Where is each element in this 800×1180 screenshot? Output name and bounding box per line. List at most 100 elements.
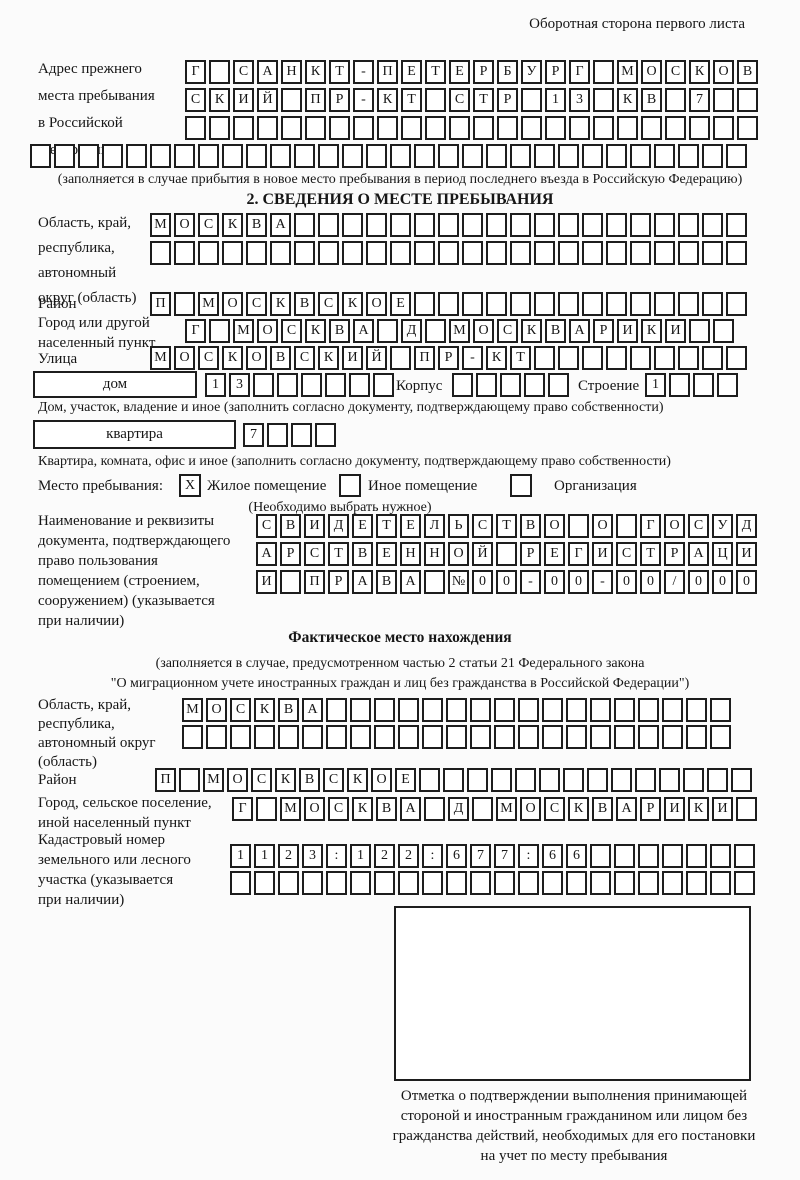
char-cell[interactable] [206, 725, 227, 749]
char-cell[interactable] [638, 871, 659, 895]
char-cell[interactable]: В [376, 797, 397, 821]
char-cell[interactable] [558, 213, 579, 237]
char-cell[interactable]: О [664, 514, 685, 538]
char-cell[interactable] [518, 871, 539, 895]
char-cell[interactable] [270, 144, 291, 168]
char-cell[interactable] [278, 725, 299, 749]
char-cell[interactable] [630, 292, 651, 316]
char-cell[interactable] [726, 213, 747, 237]
char-cell[interactable]: С [328, 797, 349, 821]
char-cell[interactable]: П [150, 292, 171, 316]
char-cell[interactable] [662, 871, 683, 895]
char-cell[interactable]: А [400, 570, 421, 594]
char-cell[interactable]: С [230, 698, 251, 722]
char-cell[interactable]: К [521, 319, 542, 343]
char-cell[interactable] [449, 116, 470, 140]
char-cell[interactable] [606, 292, 627, 316]
char-cell[interactable] [539, 768, 560, 792]
char-cell[interactable] [349, 373, 370, 397]
char-cell[interactable]: П [155, 768, 176, 792]
char-cell[interactable]: Р [329, 88, 350, 112]
char-cell[interactable] [462, 241, 483, 265]
char-cell[interactable]: Г [232, 797, 253, 821]
char-cell[interactable]: С [304, 542, 325, 566]
char-cell[interactable] [198, 241, 219, 265]
char-cell[interactable] [257, 116, 278, 140]
char-cell[interactable]: Т [473, 88, 494, 112]
char-cell[interactable]: А [616, 797, 637, 821]
char-cell[interactable] [590, 725, 611, 749]
char-cell[interactable]: № [448, 570, 469, 594]
char-cell[interactable]: О [304, 797, 325, 821]
char-cell[interactable]: К [270, 292, 291, 316]
char-cell[interactable]: Д [736, 514, 757, 538]
char-cell[interactable] [582, 213, 603, 237]
char-cell[interactable] [424, 797, 445, 821]
char-cell[interactable] [350, 725, 371, 749]
char-cell[interactable]: С [323, 768, 344, 792]
char-cell[interactable] [366, 144, 387, 168]
char-cell[interactable]: М [449, 319, 470, 343]
char-cell[interactable] [302, 871, 323, 895]
char-cell[interactable] [587, 768, 608, 792]
char-cell[interactable] [707, 768, 728, 792]
char-cell[interactable] [542, 698, 563, 722]
char-cell[interactable] [246, 144, 267, 168]
char-cell[interactable]: В [520, 514, 541, 538]
char-cell[interactable]: Л [424, 514, 445, 538]
char-cell[interactable] [558, 241, 579, 265]
char-cell[interactable] [281, 116, 302, 140]
char-cell[interactable] [102, 144, 123, 168]
char-cell[interactable]: В [376, 570, 397, 594]
char-cell[interactable] [616, 514, 637, 538]
char-cell[interactable]: А [400, 797, 421, 821]
char-cell[interactable]: С [472, 514, 493, 538]
char-cell[interactable]: В [352, 542, 373, 566]
char-cell[interactable] [566, 725, 587, 749]
char-cell[interactable] [256, 797, 277, 821]
char-cell[interactable]: К [318, 346, 339, 370]
char-cell[interactable] [486, 213, 507, 237]
char-cell[interactable]: И [617, 319, 638, 343]
char-cell[interactable] [277, 373, 298, 397]
char-cell[interactable]: : [518, 844, 539, 868]
char-cell[interactable] [414, 241, 435, 265]
char-cell[interactable]: И [664, 797, 685, 821]
char-cell[interactable]: О [448, 542, 469, 566]
char-cell[interactable]: П [305, 88, 326, 112]
char-cell[interactable] [424, 570, 445, 594]
char-cell[interactable] [659, 768, 680, 792]
char-cell[interactable] [510, 213, 531, 237]
char-cell[interactable] [736, 797, 757, 821]
char-cell[interactable]: С [294, 346, 315, 370]
char-cell[interactable] [510, 292, 531, 316]
char-cell[interactable]: Т [376, 514, 397, 538]
char-cell[interactable] [710, 725, 731, 749]
char-cell[interactable] [150, 241, 171, 265]
char-cell[interactable]: П [304, 570, 325, 594]
char-cell[interactable] [710, 871, 731, 895]
char-cell[interactable] [174, 144, 195, 168]
char-cell[interactable] [542, 725, 563, 749]
char-cell[interactable] [54, 144, 75, 168]
char-cell[interactable] [593, 60, 614, 84]
char-cell[interactable] [270, 241, 291, 265]
char-cell[interactable]: О [371, 768, 392, 792]
char-cell[interactable] [702, 144, 723, 168]
char-cell[interactable] [590, 871, 611, 895]
char-cell[interactable] [665, 116, 686, 140]
char-cell[interactable]: Е [401, 60, 422, 84]
char-cell[interactable]: К [222, 346, 243, 370]
char-cell[interactable] [438, 292, 459, 316]
char-cell[interactable]: - [462, 346, 483, 370]
char-cell[interactable]: - [353, 88, 374, 112]
char-cell[interactable]: С [616, 542, 637, 566]
char-cell[interactable]: В [592, 797, 613, 821]
char-cell[interactable]: Ц [712, 542, 733, 566]
char-cell[interactable]: Г [568, 542, 589, 566]
char-cell[interactable]: А [352, 570, 373, 594]
char-cell[interactable] [683, 768, 704, 792]
char-cell[interactable] [606, 213, 627, 237]
char-cell[interactable]: 0 [640, 570, 661, 594]
char-cell[interactable]: 6 [566, 844, 587, 868]
